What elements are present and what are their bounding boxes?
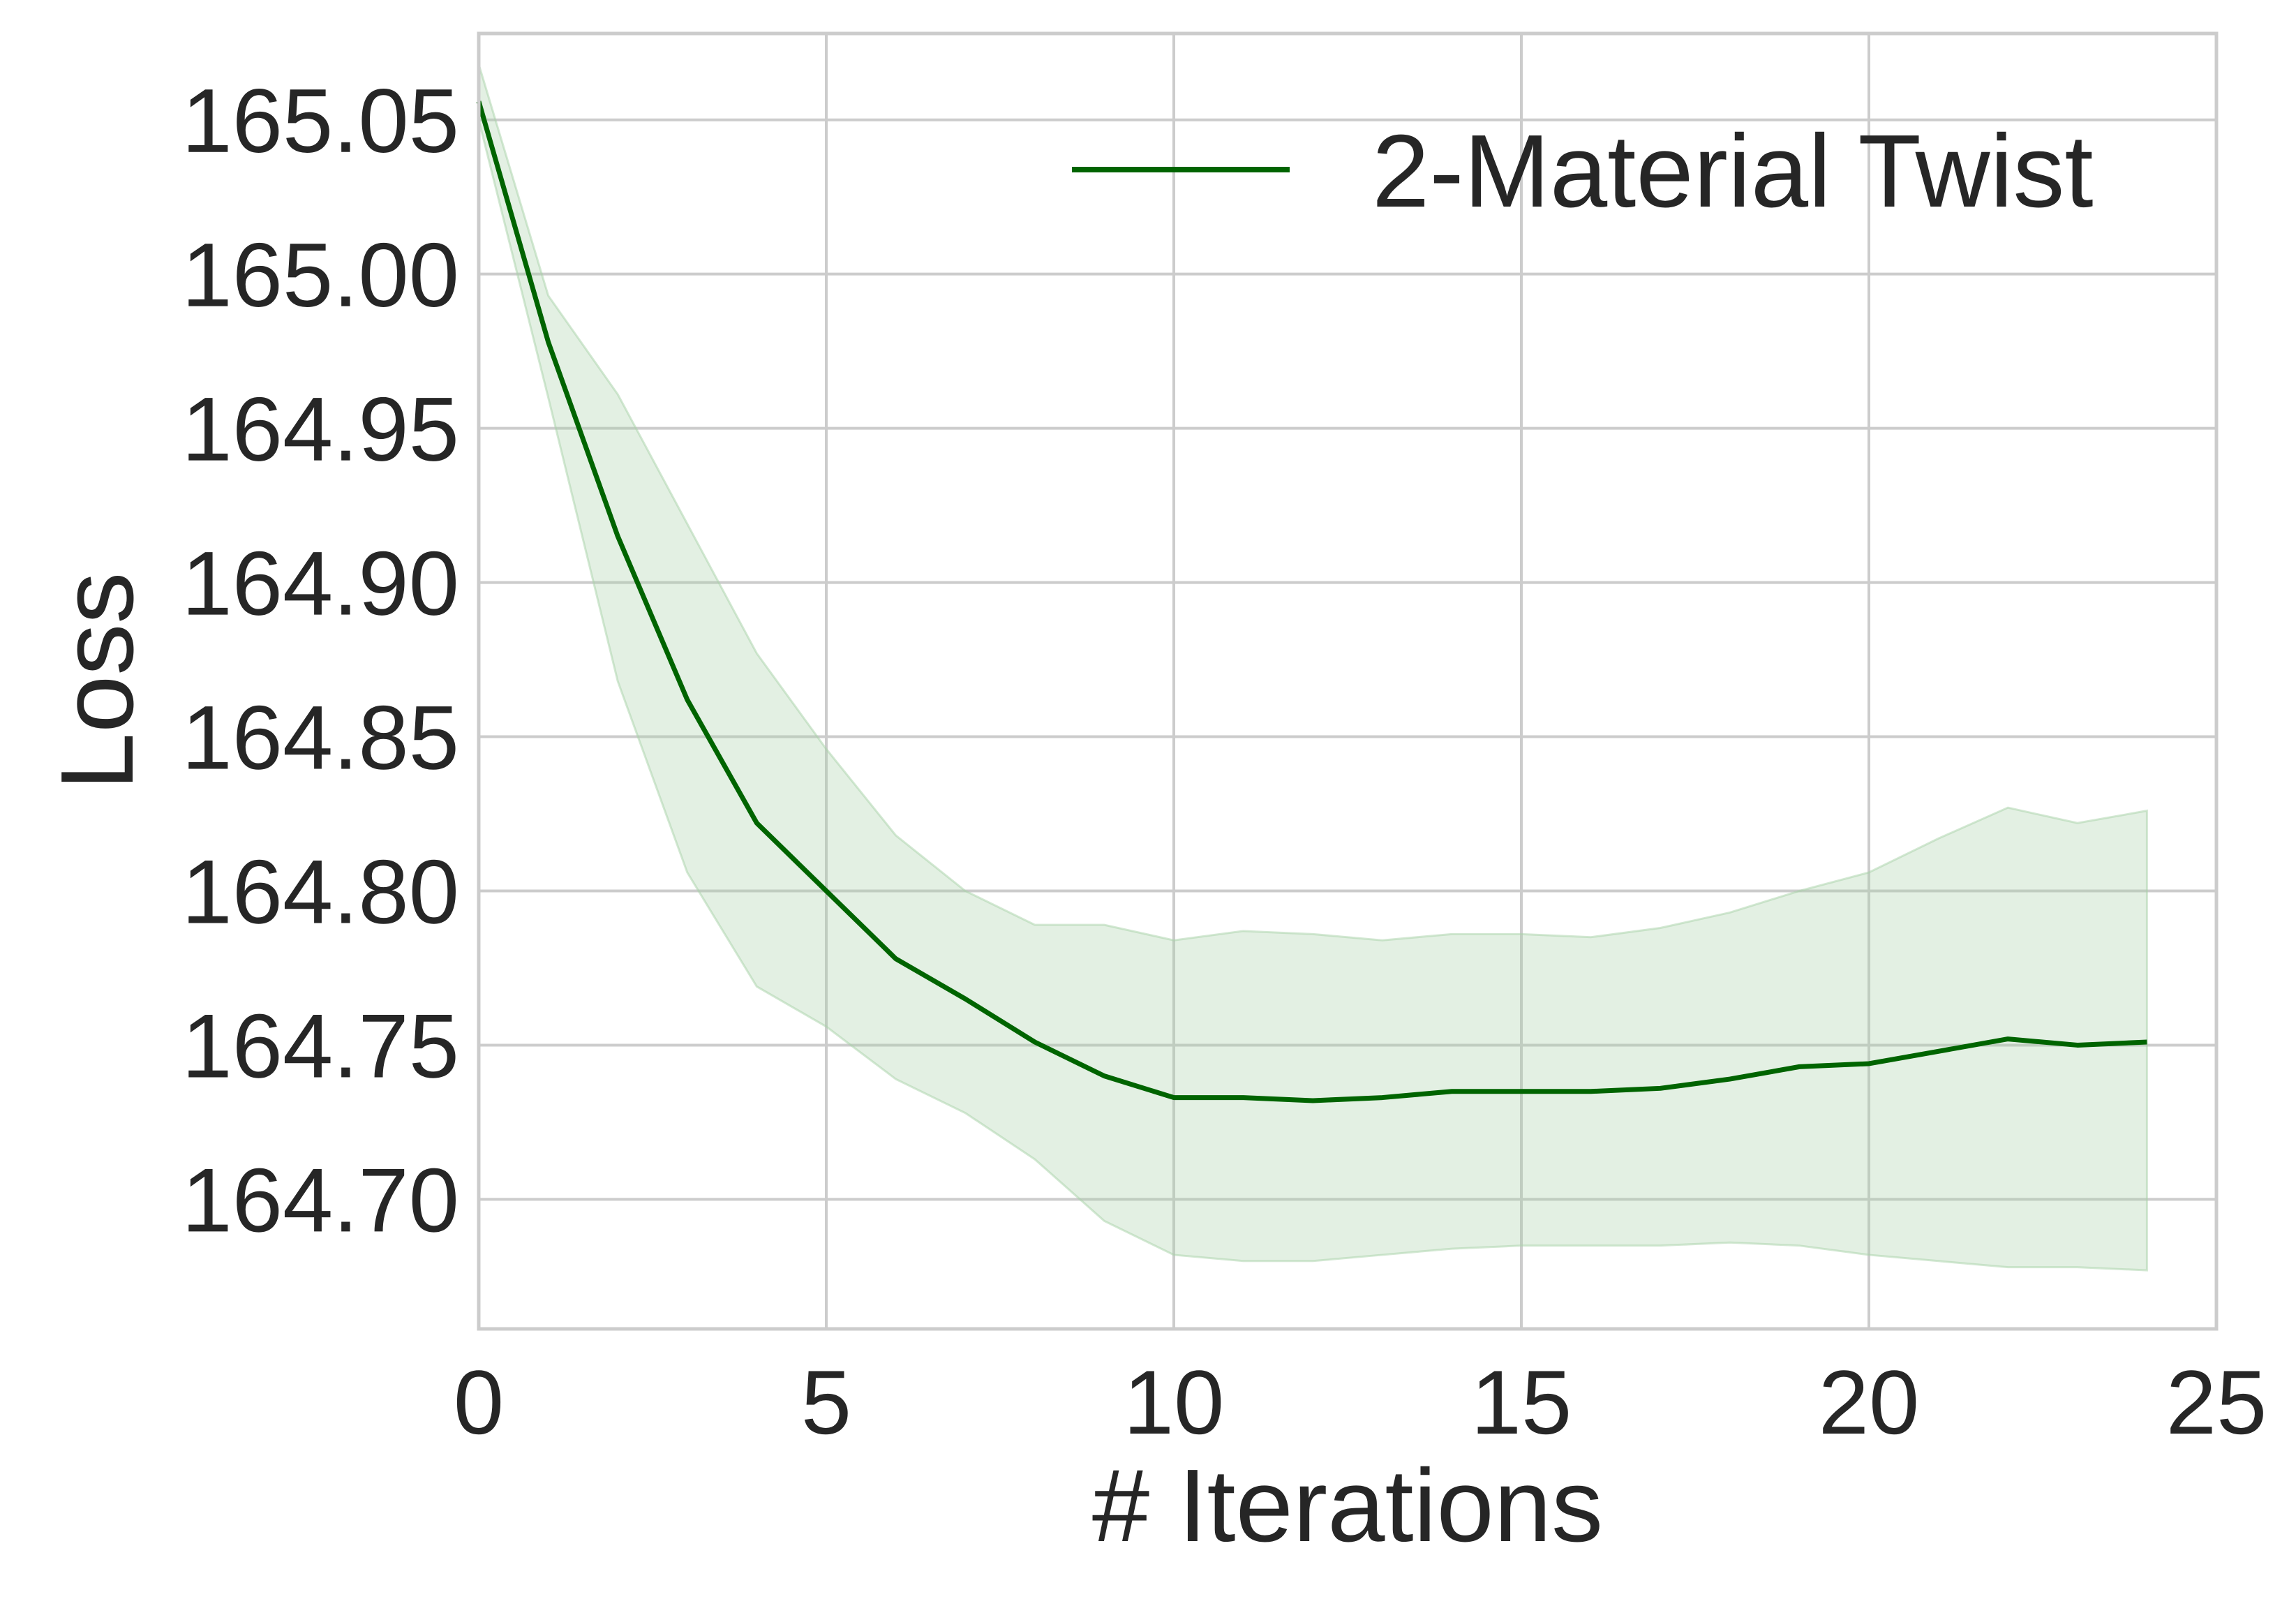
axes-frame [477,31,2219,1331]
y-tick-label: 164.95 [181,378,459,480]
legend: 2-Material Twist [1072,114,2094,229]
y-tick-label: 164.90 [181,533,459,634]
grid [477,34,2218,1329]
x-axis-label: # Iterations [1092,1448,1603,1563]
y-tick-label: 164.80 [181,840,459,942]
confidence-band-layer [477,64,2148,1272]
x-tick-label: 0 [454,1351,504,1453]
confidence-band [477,64,2148,1272]
y-tick-label: 164.75 [181,995,459,1096]
y-tick-label: 165.00 [181,224,459,326]
series-line-2-material-twist [476,101,2147,1103]
tick-labels: 0 5 10 15 20 25 164.70 164.75 164.80 164.85 164.90… [181,70,2267,1453]
y-axis-label: Loss [40,572,155,791]
x-tick-label: 20 [1819,1351,1920,1453]
x-tick-label: 25 [2166,1351,2267,1453]
x-tick-label: 10 [1124,1351,1225,1453]
x-tick-label: 5 [801,1351,851,1453]
y-tick-label: 165.05 [181,70,459,172]
y-tick-label: 164.70 [181,1149,459,1251]
legend-label: 2-Material Twist [1372,114,2094,229]
y-tick-label: 164.85 [181,687,459,789]
x-tick-label: 15 [1471,1351,1572,1453]
series-line-layer [476,101,2147,1103]
plot-border [477,31,2219,1331]
